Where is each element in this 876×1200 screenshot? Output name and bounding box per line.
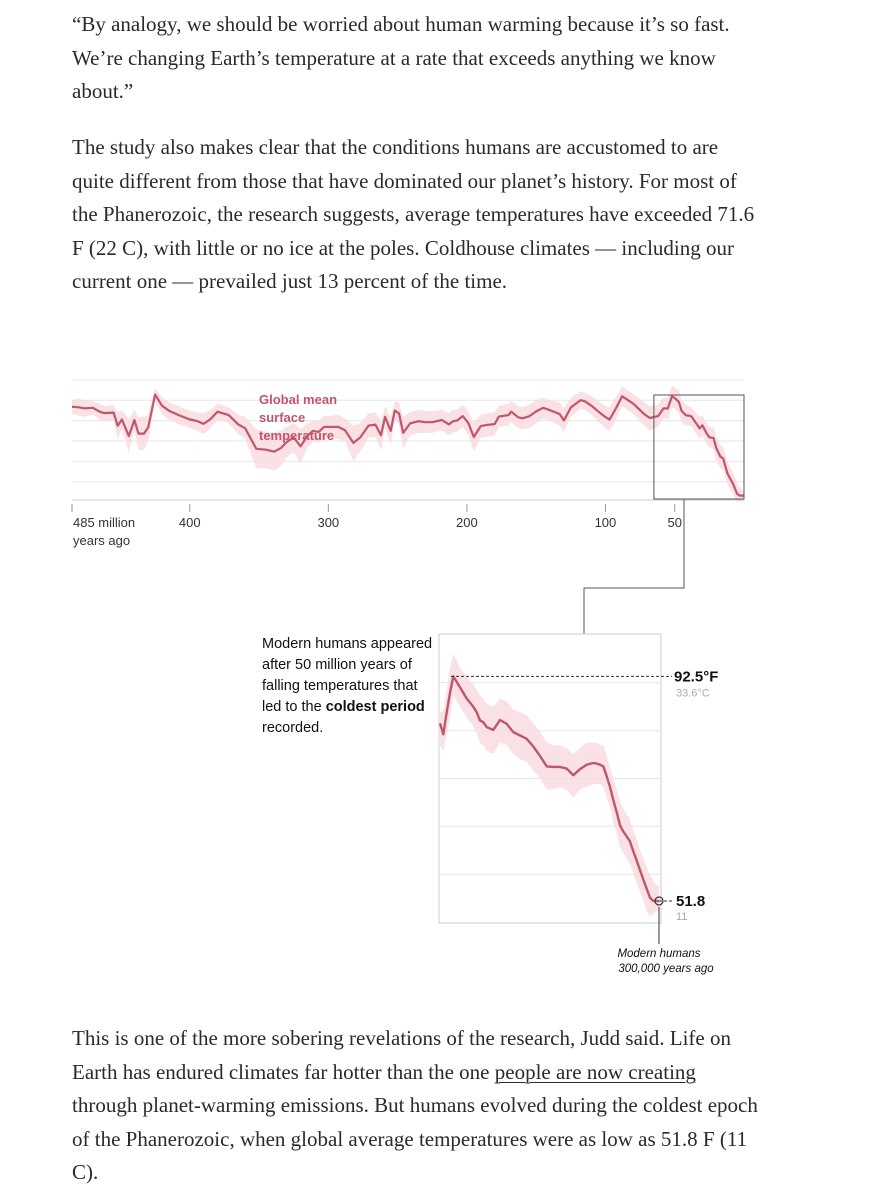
max-temperature-f-label: 92.5°F	[674, 668, 718, 685]
main-x-tick-label: 300	[317, 515, 339, 530]
zoom-uncertainty-band	[440, 654, 659, 917]
zoom-temperature-line	[438, 675, 659, 903]
modern-humans-label-line-2: 300,000 years ago	[618, 963, 714, 975]
series-label-line-3: temperature	[259, 428, 334, 443]
min-temperature-c-label: 11	[676, 911, 687, 923]
quote-paragraph: “By analogy, we should be worried about …	[72, 12, 730, 104]
main-x-tick-label: 200	[456, 515, 478, 530]
judd-paragraph: This is one of the more sobering revelat…	[72, 1022, 762, 1190]
modern-humans-label-line-1: Modern humans	[617, 948, 700, 960]
main-x-tick-label: 400	[179, 515, 201, 530]
main-uncertainty-band	[72, 385, 744, 503]
main-x-tick-label: 485 million	[73, 515, 135, 530]
main-x-tick-label-2: years ago	[73, 533, 130, 548]
main-x-ticks: 485 million years ago 400 300 200 100 50	[71, 504, 682, 548]
modern-humans-marker	[654, 896, 664, 906]
study-paragraph: The study also makes clear that the cond…	[72, 135, 755, 294]
annotation-bold-text: coldest period	[325, 699, 425, 715]
judd-text-start: This is one of the more sobering revelat…	[72, 1026, 731, 1084]
people-are-now-creating-link[interactable]: people are now creating	[494, 1059, 696, 1084]
main-temperature-chart: 485 million years ago 400 300 200 100 50 Globa…	[71, 379, 745, 634]
main-temperature-line	[71, 393, 744, 497]
min-temperature-f-label: 51.8	[676, 893, 705, 910]
temperature-chart: 485 million years ago 400 300 200 100 50 Globa…	[71, 379, 745, 975]
annotation-text-end: recorded.	[262, 720, 324, 736]
series-label-line-1: Global mean	[259, 392, 337, 407]
zoom-connector-line	[583, 500, 685, 634]
max-temperature-c-label: 33.6°C	[676, 687, 710, 699]
main-x-tick-label: 100	[595, 515, 617, 530]
zoom-highlight-box	[653, 394, 745, 500]
zoomed-temperature-chart: 92.5°F 33.6°C 51.8 11 Modern humans 300,…	[438, 633, 718, 975]
judd-text-end: through planet-warming emissions. But hu…	[72, 1093, 758, 1185]
series-label-line-2: surface	[259, 410, 305, 425]
main-x-tick-label: 50	[667, 515, 681, 530]
annotation-text-start: Modern humans appeared after 50 million …	[262, 636, 433, 715]
modern-humans-annotation: Modern humans appeared after 50 million …	[262, 634, 437, 739]
